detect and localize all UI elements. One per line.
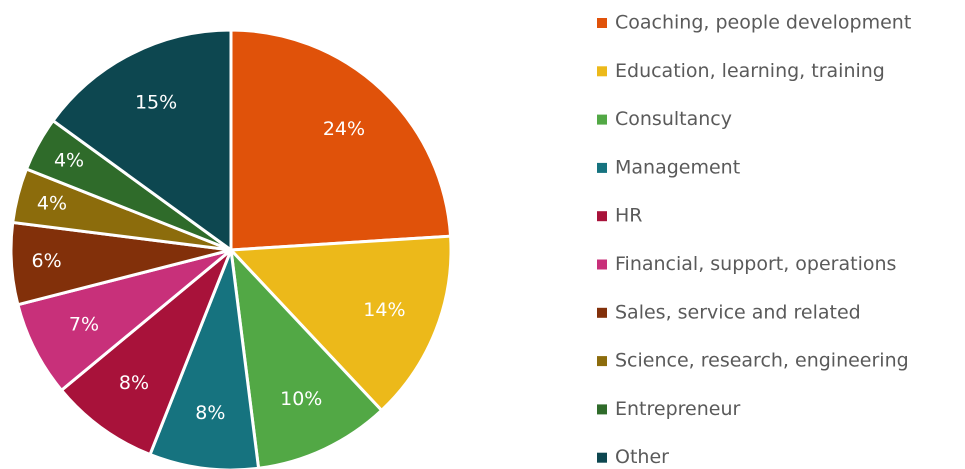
pie-slice — [227, 234, 453, 413]
slice-label: 8% — [119, 372, 149, 394]
legend-text: Coaching, people development — [615, 12, 911, 34]
pie-slice — [148, 249, 261, 469]
slice-label: 8% — [195, 402, 225, 424]
slice-label: 15% — [135, 91, 177, 113]
pie-slice — [59, 248, 233, 457]
legend-text: HR — [615, 205, 643, 227]
legend-text: Entrepreneur — [615, 398, 740, 420]
legend-swatch — [597, 356, 607, 367]
legend-text: Financial, support, operations — [615, 253, 896, 275]
legend-swatch — [597, 259, 607, 270]
legend-swatch — [597, 18, 607, 28]
slice-label: 4% — [54, 149, 84, 171]
slice-label: 4% — [37, 193, 67, 215]
slice-label: 7% — [69, 313, 99, 335]
legend-swatch — [597, 404, 607, 415]
pie-slice — [229, 28, 453, 252]
slice-label: 6% — [31, 250, 61, 272]
slice-label: 10% — [280, 388, 322, 410]
legend-swatch — [597, 211, 607, 222]
legend-swatch — [597, 452, 607, 463]
legend-text: Other — [615, 446, 669, 468]
slice-label: 14% — [363, 299, 405, 321]
legend-swatch — [597, 114, 607, 125]
legend-text: Science, research, engineering — [615, 350, 909, 372]
slice-label: 24% — [323, 118, 365, 140]
legend-swatch — [597, 162, 607, 173]
pie-slice — [228, 245, 384, 469]
legend-swatch — [597, 307, 607, 318]
legend-text: Management — [615, 156, 740, 178]
legend-swatch — [597, 66, 607, 77]
legend-text: Consultancy — [615, 108, 732, 130]
legend-text: Education, learning, training — [615, 60, 885, 82]
pie-slice — [50, 28, 233, 253]
legend-text: Sales, service and related — [615, 301, 861, 323]
